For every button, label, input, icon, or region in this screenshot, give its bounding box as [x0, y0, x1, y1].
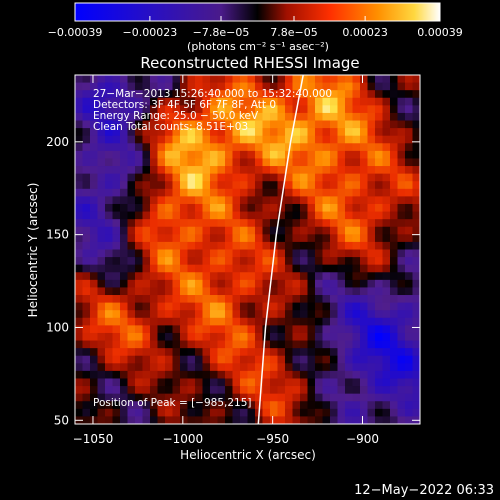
chart-title: Reconstructed RHESSI Image [140, 54, 359, 72]
annotation-counts: Clean Total counts: 8.51E+03 [93, 121, 248, 133]
footer-timestamp: 12−May−2022 06:33 [354, 483, 494, 498]
colorbar-tick-label: 7.8e−05 [270, 26, 317, 39]
annotation-energy: Energy Range: 25.0 − 50.0 keV [93, 110, 259, 122]
colorbar-tick-label: −0.00023 [123, 26, 178, 39]
heatmap-area [75, 75, 420, 424]
axis-ticks: −1050 −1000 −950 −900 50 100 150 200 [46, 75, 420, 446]
y-axis-label: Heliocentric Y (arcsec) [26, 183, 40, 318]
annotation-peak: Position of Peak = [−985,215] [93, 397, 252, 409]
colorbar-unit: (photons cm⁻² s⁻¹ asec⁻²) [187, 40, 329, 53]
y-tick-label: 200 [46, 135, 69, 149]
y-tick-label: 100 [46, 320, 69, 334]
colorbar-gradient [74, 2, 441, 22]
colorbar-tick-label: −7.8e−05 [193, 26, 250, 39]
x-tick-label: −900 [346, 432, 379, 446]
annotation-block: 27−Mar−2013 15:26:40.000 to 15:32:40.000… [93, 88, 332, 409]
x-tick-label: −1000 [163, 432, 204, 446]
y-tick-label: 50 [54, 413, 69, 427]
solar-limb-line [257, 75, 304, 424]
colorbar-tick-label: −0.00039 [48, 26, 103, 39]
y-tick-label: 150 [46, 228, 69, 242]
plot-frame [74, 74, 421, 425]
annotation-detectors: Detectors: 3F 4F 5F 6F 7F 8F, Att 0 [93, 99, 276, 111]
colorbar: −0.00039 −0.00023 −7.8e−05 7.8e−05 0.00023 0.… [48, 2, 463, 53]
x-tick-label: −1050 [73, 432, 114, 446]
x-tick-label: −950 [256, 432, 289, 446]
colorbar-tick-label: 0.00023 [342, 26, 388, 39]
annotation-time-range: 27−Mar−2013 15:26:40.000 to 15:32:40.000 [93, 88, 332, 100]
colorbar-ticks: −0.00039 −0.00023 −7.8e−05 7.8e−05 0.00023 0.… [48, 16, 463, 39]
colorbar-tick-label: 0.00039 [417, 26, 463, 39]
x-axis-label: Heliocentric X (arcsec) [180, 448, 316, 462]
heatmap-cells [75, 75, 420, 424]
